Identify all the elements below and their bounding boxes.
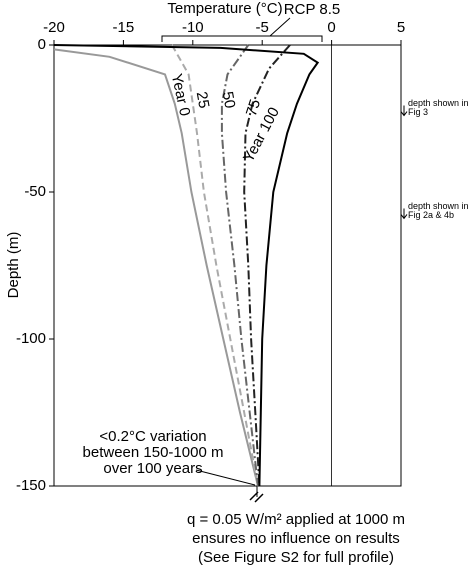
x-tick-label: -20	[43, 19, 65, 36]
scenario-pointer	[269, 17, 291, 37]
annotation: <0.2°C variation	[99, 428, 206, 445]
profile-line	[243, 44, 291, 487]
depth-marker-label: Fig 2a & 4b	[408, 210, 454, 220]
plot-frame	[53, 44, 402, 487]
y-tick-label: -100	[16, 330, 46, 347]
series-label: 50	[219, 90, 239, 109]
annotation: q = 0.05 W/m² applied at 1000 m	[187, 511, 405, 528]
depth-marker-label: depth shown in	[408, 98, 469, 108]
y-axis-label: Depth (m)	[5, 232, 22, 299]
series-label: 75	[243, 97, 264, 118]
scenario-bracket	[161, 35, 323, 42]
y-tick-label: -50	[24, 183, 46, 200]
x-axis-label: Temperature (°C)	[167, 0, 282, 17]
depth-marker-label: depth shown in	[408, 201, 469, 211]
x-tick-label: -5	[256, 19, 269, 36]
profile-line	[53, 44, 320, 487]
y-tick-label: 0	[38, 36, 46, 53]
x-tick-label: 5	[397, 19, 405, 36]
x-tick-label: -15	[113, 19, 135, 36]
annotation: between 150-1000 m	[83, 444, 224, 461]
depth-marker-label: Fig 3	[408, 107, 428, 117]
x-tick-label: 0	[327, 19, 335, 36]
annotation: over 100 years	[103, 460, 202, 477]
annotation: (See Figure S2 for full profile)	[198, 549, 394, 566]
depth-marker-arrow	[400, 214, 408, 220]
chart-title: RCP 8.5	[284, 1, 340, 18]
y-tick-label: -150	[16, 477, 46, 494]
depth-marker-arrow	[400, 111, 408, 117]
annotation-pointer	[195, 469, 256, 486]
profile-line	[53, 48, 259, 487]
series-label: 25	[193, 90, 213, 109]
profile-line	[220, 44, 259, 487]
annotation: ensures no influence on results	[192, 530, 400, 547]
x-tick-label: -10	[182, 19, 204, 36]
